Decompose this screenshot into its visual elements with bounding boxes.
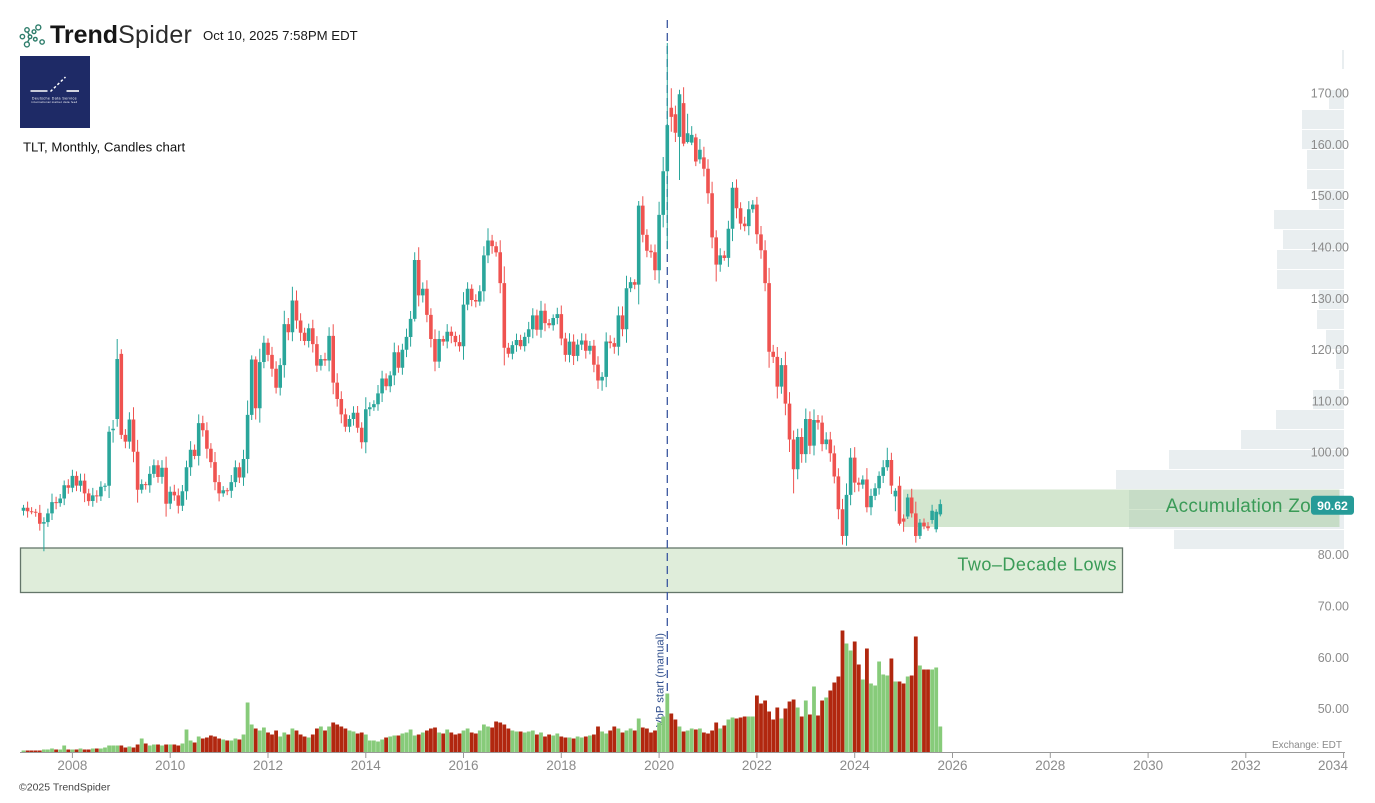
svg-text:©2025 TrendSpider: ©2025 TrendSpider: [19, 782, 111, 794]
svg-text:50.00: 50.00: [1318, 702, 1349, 716]
svg-text:130.00: 130.00: [1311, 292, 1349, 306]
svg-text:Exchange: EDT: Exchange: EDT: [1272, 740, 1342, 751]
svg-text:Oct 10, 2025 7:58PM EDT: Oct 10, 2025 7:58PM EDT: [203, 28, 358, 43]
svg-text:2018: 2018: [546, 758, 576, 773]
svg-text:90.62: 90.62: [1317, 499, 1348, 513]
svg-text:2028: 2028: [1035, 758, 1065, 773]
svg-text:110.00: 110.00: [1312, 394, 1349, 408]
svg-text:2032: 2032: [1231, 758, 1261, 773]
svg-text:2012: 2012: [253, 758, 283, 773]
svg-text:2014: 2014: [351, 758, 382, 773]
svg-text:2024: 2024: [840, 758, 871, 773]
svg-text:120.00: 120.00: [1311, 343, 1349, 357]
svg-text:TrendSpider: TrendSpider: [50, 21, 192, 49]
svg-text:Deutsche Data Service: Deutsche Data Service: [32, 96, 77, 100]
svg-text:70.00: 70.00: [1318, 600, 1349, 614]
svg-text:150.00: 150.00: [1311, 189, 1349, 203]
svg-text:2030: 2030: [1133, 758, 1163, 773]
svg-text:2008: 2008: [57, 758, 87, 773]
svg-text:80.00: 80.00: [1318, 548, 1349, 562]
svg-text:Accumulation Zone: Accumulation Zone: [1166, 496, 1333, 517]
svg-text:170.00: 170.00: [1311, 87, 1349, 101]
svg-text:2026: 2026: [937, 758, 967, 773]
svg-text:VbP start (manual): VbP start (manual): [655, 633, 667, 727]
svg-text:100.00: 100.00: [1311, 446, 1349, 460]
svg-text:140.00: 140.00: [1311, 241, 1349, 255]
svg-text:160.00: 160.00: [1311, 138, 1349, 152]
svg-text:2020: 2020: [644, 758, 674, 773]
svg-text:Two–Decade Lows: Two–Decade Lows: [957, 555, 1117, 575]
svg-text:2016: 2016: [448, 758, 478, 773]
svg-text:TLT, Monthly, Candles chart: TLT, Monthly, Candles chart: [23, 140, 186, 155]
svg-text:2010: 2010: [155, 758, 185, 773]
svg-text:60.00: 60.00: [1318, 651, 1349, 665]
svg-text:2034: 2034: [1318, 758, 1349, 773]
svg-text:international market data feed: international market data feed: [31, 100, 77, 104]
svg-text:2022: 2022: [742, 758, 772, 773]
